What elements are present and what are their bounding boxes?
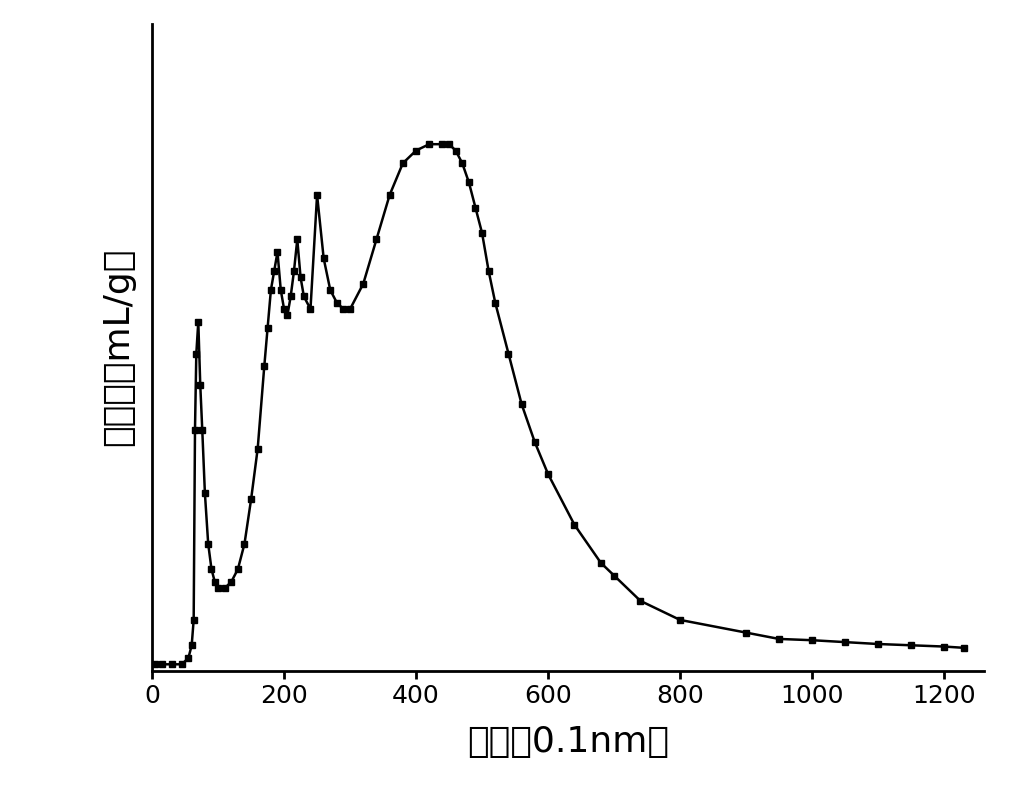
X-axis label: 孔径（0.1nm）: 孔径（0.1nm） [466, 724, 669, 758]
Y-axis label: 孔体积（mL/g）: 孔体积（mL/g） [101, 248, 136, 447]
